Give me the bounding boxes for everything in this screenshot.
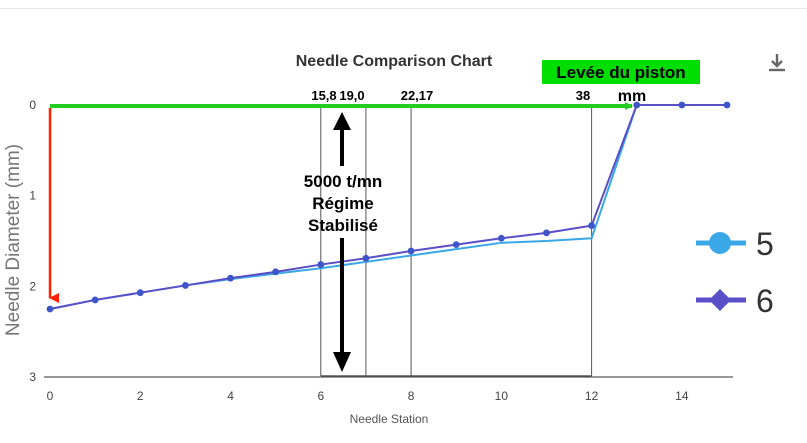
data-point: [633, 101, 641, 109]
piston-label: Levée du piston: [556, 63, 685, 82]
data-point: [46, 305, 54, 313]
data-point: [678, 101, 686, 109]
data-point: [362, 254, 370, 262]
chart-title: Needle Comparison Chart: [296, 53, 493, 70]
legend-label: 6: [756, 283, 774, 319]
regime-text-line: Stabilisé: [308, 216, 378, 235]
data-point: [317, 261, 325, 268]
piston-unit: mm: [618, 88, 646, 105]
data-point: [272, 268, 280, 276]
top-value-label: 22,17: [401, 88, 434, 103]
legend-label: 5: [756, 226, 774, 262]
x-tick-label: 2: [137, 389, 144, 403]
x-axis-label: Needle Station: [350, 412, 429, 426]
data-point: [407, 247, 415, 255]
x-tick-label: 4: [227, 389, 234, 403]
data-point: [452, 241, 460, 249]
series-line-6: [49, 104, 727, 310]
x-tick-label: 10: [495, 389, 509, 403]
legend: 56: [696, 226, 774, 319]
x-tick-label: 6: [317, 389, 324, 403]
x-tick-label: 14: [675, 389, 689, 403]
annotation-layer: 15,8 19,0 22,17 38 Levée du piston mm 5000 t/m…: [48, 60, 700, 372]
legend-swatch-marker: [709, 289, 731, 311]
top-value-label: 19,0: [339, 88, 364, 103]
top-value-label: 38: [576, 88, 590, 103]
black-arrowhead-down: [333, 352, 351, 372]
data-point: [723, 101, 731, 109]
data-point: [497, 234, 505, 242]
data-point: [91, 296, 99, 304]
y-tick-label: 1: [29, 189, 36, 203]
y-tick-label: 2: [29, 279, 36, 293]
top-divider: [0, 8, 807, 9]
legend-item-6: 6: [696, 283, 774, 319]
legend-item-5: 5: [696, 226, 774, 262]
data-point: [227, 274, 234, 282]
data-point: [182, 282, 189, 289]
black-arrowhead-up: [333, 112, 351, 130]
piston-label-bg: [542, 60, 700, 84]
y-axis-label: Needle Diameter (mm): [3, 144, 24, 336]
y-tick-label: 0: [29, 98, 36, 112]
legend-swatch-marker: [709, 232, 731, 254]
data-point: [543, 229, 550, 237]
x-tick-label: 0: [47, 389, 54, 403]
x-tick-label: 12: [585, 389, 599, 403]
download-icon[interactable]: [766, 52, 788, 74]
top-value-label: 15,8: [311, 88, 336, 103]
data-point: [588, 222, 595, 229]
regime-text-line: 5000 t/mn: [304, 172, 382, 191]
regime-text-line: Régime: [312, 194, 373, 213]
x-tick-label: 8: [408, 389, 415, 403]
data-point: [136, 289, 144, 297]
y-tick-label: 3: [29, 370, 36, 384]
series-layer: [46, 101, 731, 313]
series-6: [46, 101, 731, 313]
